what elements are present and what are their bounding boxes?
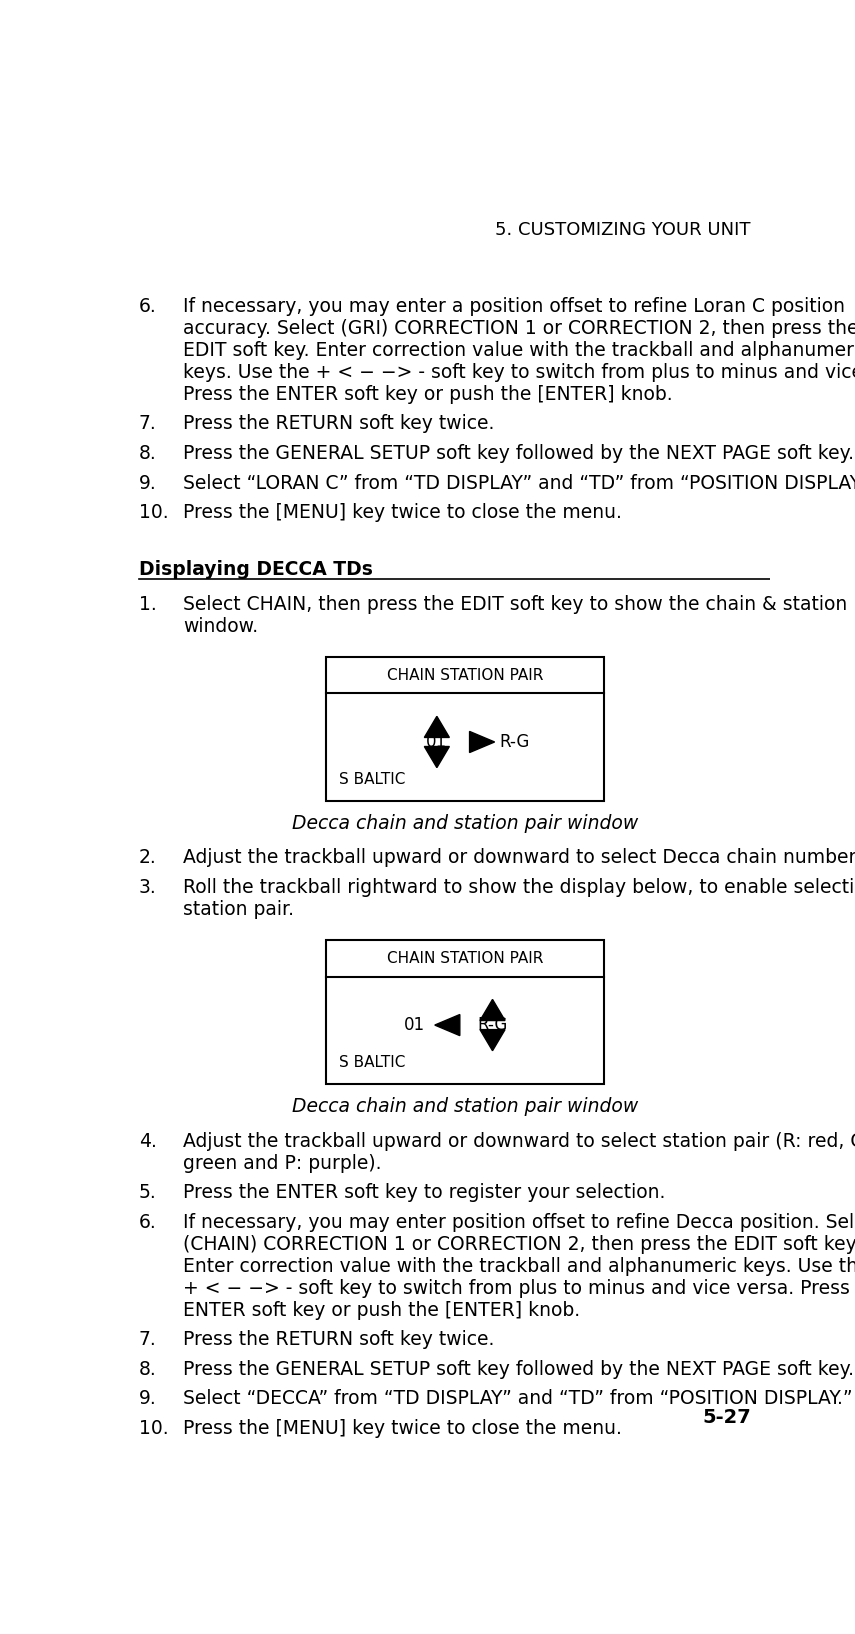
Text: 10.: 10. bbox=[139, 503, 168, 523]
Text: If necessary, you may enter position offset to refine Decca position. Select: If necessary, you may enter position off… bbox=[183, 1212, 855, 1232]
Text: Roll the trackball rightward to show the display below, to enable selection of: Roll the trackball rightward to show the… bbox=[183, 877, 855, 897]
Polygon shape bbox=[480, 1000, 505, 1021]
Text: Press the RETURN soft key twice.: Press the RETURN soft key twice. bbox=[183, 415, 494, 433]
Text: Press the ENTER soft key to register your selection.: Press the ENTER soft key to register you… bbox=[183, 1183, 665, 1203]
Bar bbox=[326, 940, 604, 1085]
Text: (CHAIN) CORRECTION 1 or CORRECTION 2, then press the EDIT soft key.: (CHAIN) CORRECTION 1 or CORRECTION 2, th… bbox=[183, 1235, 855, 1253]
Text: Press the ENTER soft key or push the [ENTER] knob.: Press the ENTER soft key or push the [EN… bbox=[183, 384, 673, 404]
Text: 5-27: 5-27 bbox=[702, 1407, 751, 1426]
Text: window.: window. bbox=[183, 618, 258, 636]
Text: 8.: 8. bbox=[139, 1359, 156, 1379]
Text: 9.: 9. bbox=[139, 474, 156, 492]
Text: 8.: 8. bbox=[139, 444, 156, 462]
Text: 01: 01 bbox=[427, 734, 447, 752]
Text: Decca chain and station pair window: Decca chain and station pair window bbox=[292, 814, 638, 833]
Bar bbox=[326, 657, 604, 801]
Text: 1.: 1. bbox=[139, 595, 156, 614]
Text: ENTER soft key or push the [ENTER] knob.: ENTER soft key or push the [ENTER] knob. bbox=[183, 1301, 581, 1320]
Text: Decca chain and station pair window: Decca chain and station pair window bbox=[292, 1096, 638, 1116]
Text: Press the RETURN soft key twice.: Press the RETURN soft key twice. bbox=[183, 1330, 494, 1350]
Text: accuracy. Select (GRI) CORRECTION 1 or CORRECTION 2, then press the: accuracy. Select (GRI) CORRECTION 1 or C… bbox=[183, 319, 855, 338]
Text: Select “DECCA” from “TD DISPLAY” and “TD” from “POSITION DISPLAY.”: Select “DECCA” from “TD DISPLAY” and “TD… bbox=[183, 1389, 852, 1409]
Text: If necessary, you may enter a position offset to refine Loran C position: If necessary, you may enter a position o… bbox=[183, 297, 845, 315]
Text: Select CHAIN, then press the EDIT soft key to show the chain & station pair: Select CHAIN, then press the EDIT soft k… bbox=[183, 595, 855, 614]
Text: R-G: R-G bbox=[477, 1016, 508, 1034]
Text: Press the GENERAL SETUP soft key followed by the NEXT PAGE soft key.: Press the GENERAL SETUP soft key followe… bbox=[183, 1359, 854, 1379]
Text: 2.: 2. bbox=[139, 848, 156, 868]
Text: 9.: 9. bbox=[139, 1389, 156, 1409]
Polygon shape bbox=[469, 732, 494, 753]
Text: Press the [MENU] key twice to close the menu.: Press the [MENU] key twice to close the … bbox=[183, 1418, 622, 1438]
Text: S BALTIC: S BALTIC bbox=[339, 1056, 406, 1070]
Text: EDIT soft key. Enter correction value with the trackball and alphanumeric: EDIT soft key. Enter correction value wi… bbox=[183, 342, 855, 359]
Text: 01: 01 bbox=[404, 1016, 425, 1034]
Text: + < − −> - soft key to switch from plus to minus and vice versa. Press the: + < − −> - soft key to switch from plus … bbox=[183, 1279, 855, 1297]
Text: 4.: 4. bbox=[139, 1131, 156, 1150]
Polygon shape bbox=[424, 716, 450, 737]
Text: Select “LORAN C” from “TD DISPLAY” and “TD” from “POSITION DISPLAY.”: Select “LORAN C” from “TD DISPLAY” and “… bbox=[183, 474, 855, 492]
Text: 6.: 6. bbox=[139, 297, 156, 315]
Text: 7.: 7. bbox=[139, 415, 156, 433]
Text: 5.: 5. bbox=[139, 1183, 156, 1203]
Text: CHAIN STATION PAIR: CHAIN STATION PAIR bbox=[386, 951, 543, 966]
Text: keys. Use the + < − −> - soft key to switch from plus to minus and vice versa.: keys. Use the + < − −> - soft key to swi… bbox=[183, 363, 855, 382]
Text: CHAIN STATION PAIR: CHAIN STATION PAIR bbox=[386, 668, 543, 683]
Text: Enter correction value with the trackball and alphanumeric keys. Use the: Enter correction value with the trackbal… bbox=[183, 1257, 855, 1276]
Polygon shape bbox=[480, 1029, 505, 1051]
Polygon shape bbox=[435, 1015, 460, 1036]
Text: Press the GENERAL SETUP soft key followed by the NEXT PAGE soft key.: Press the GENERAL SETUP soft key followe… bbox=[183, 444, 854, 462]
Text: R-G: R-G bbox=[499, 734, 530, 752]
Text: station pair.: station pair. bbox=[183, 900, 294, 918]
Text: Adjust the trackball upward or downward to select station pair (R: red, G:: Adjust the trackball upward or downward … bbox=[183, 1131, 855, 1150]
Text: 6.: 6. bbox=[139, 1212, 156, 1232]
Text: green and P: purple).: green and P: purple). bbox=[183, 1154, 381, 1173]
Text: Displaying DECCA TDs: Displaying DECCA TDs bbox=[139, 560, 373, 580]
Text: 3.: 3. bbox=[139, 877, 156, 897]
Text: 5. CUSTOMIZING YOUR UNIT: 5. CUSTOMIZING YOUR UNIT bbox=[495, 221, 751, 239]
Polygon shape bbox=[424, 747, 450, 768]
Text: Adjust the trackball upward or downward to select Decca chain number.: Adjust the trackball upward or downward … bbox=[183, 848, 855, 868]
Text: 7.: 7. bbox=[139, 1330, 156, 1350]
Text: Press the [MENU] key twice to close the menu.: Press the [MENU] key twice to close the … bbox=[183, 503, 622, 523]
Text: 10.: 10. bbox=[139, 1418, 168, 1438]
Text: S BALTIC: S BALTIC bbox=[339, 773, 406, 788]
